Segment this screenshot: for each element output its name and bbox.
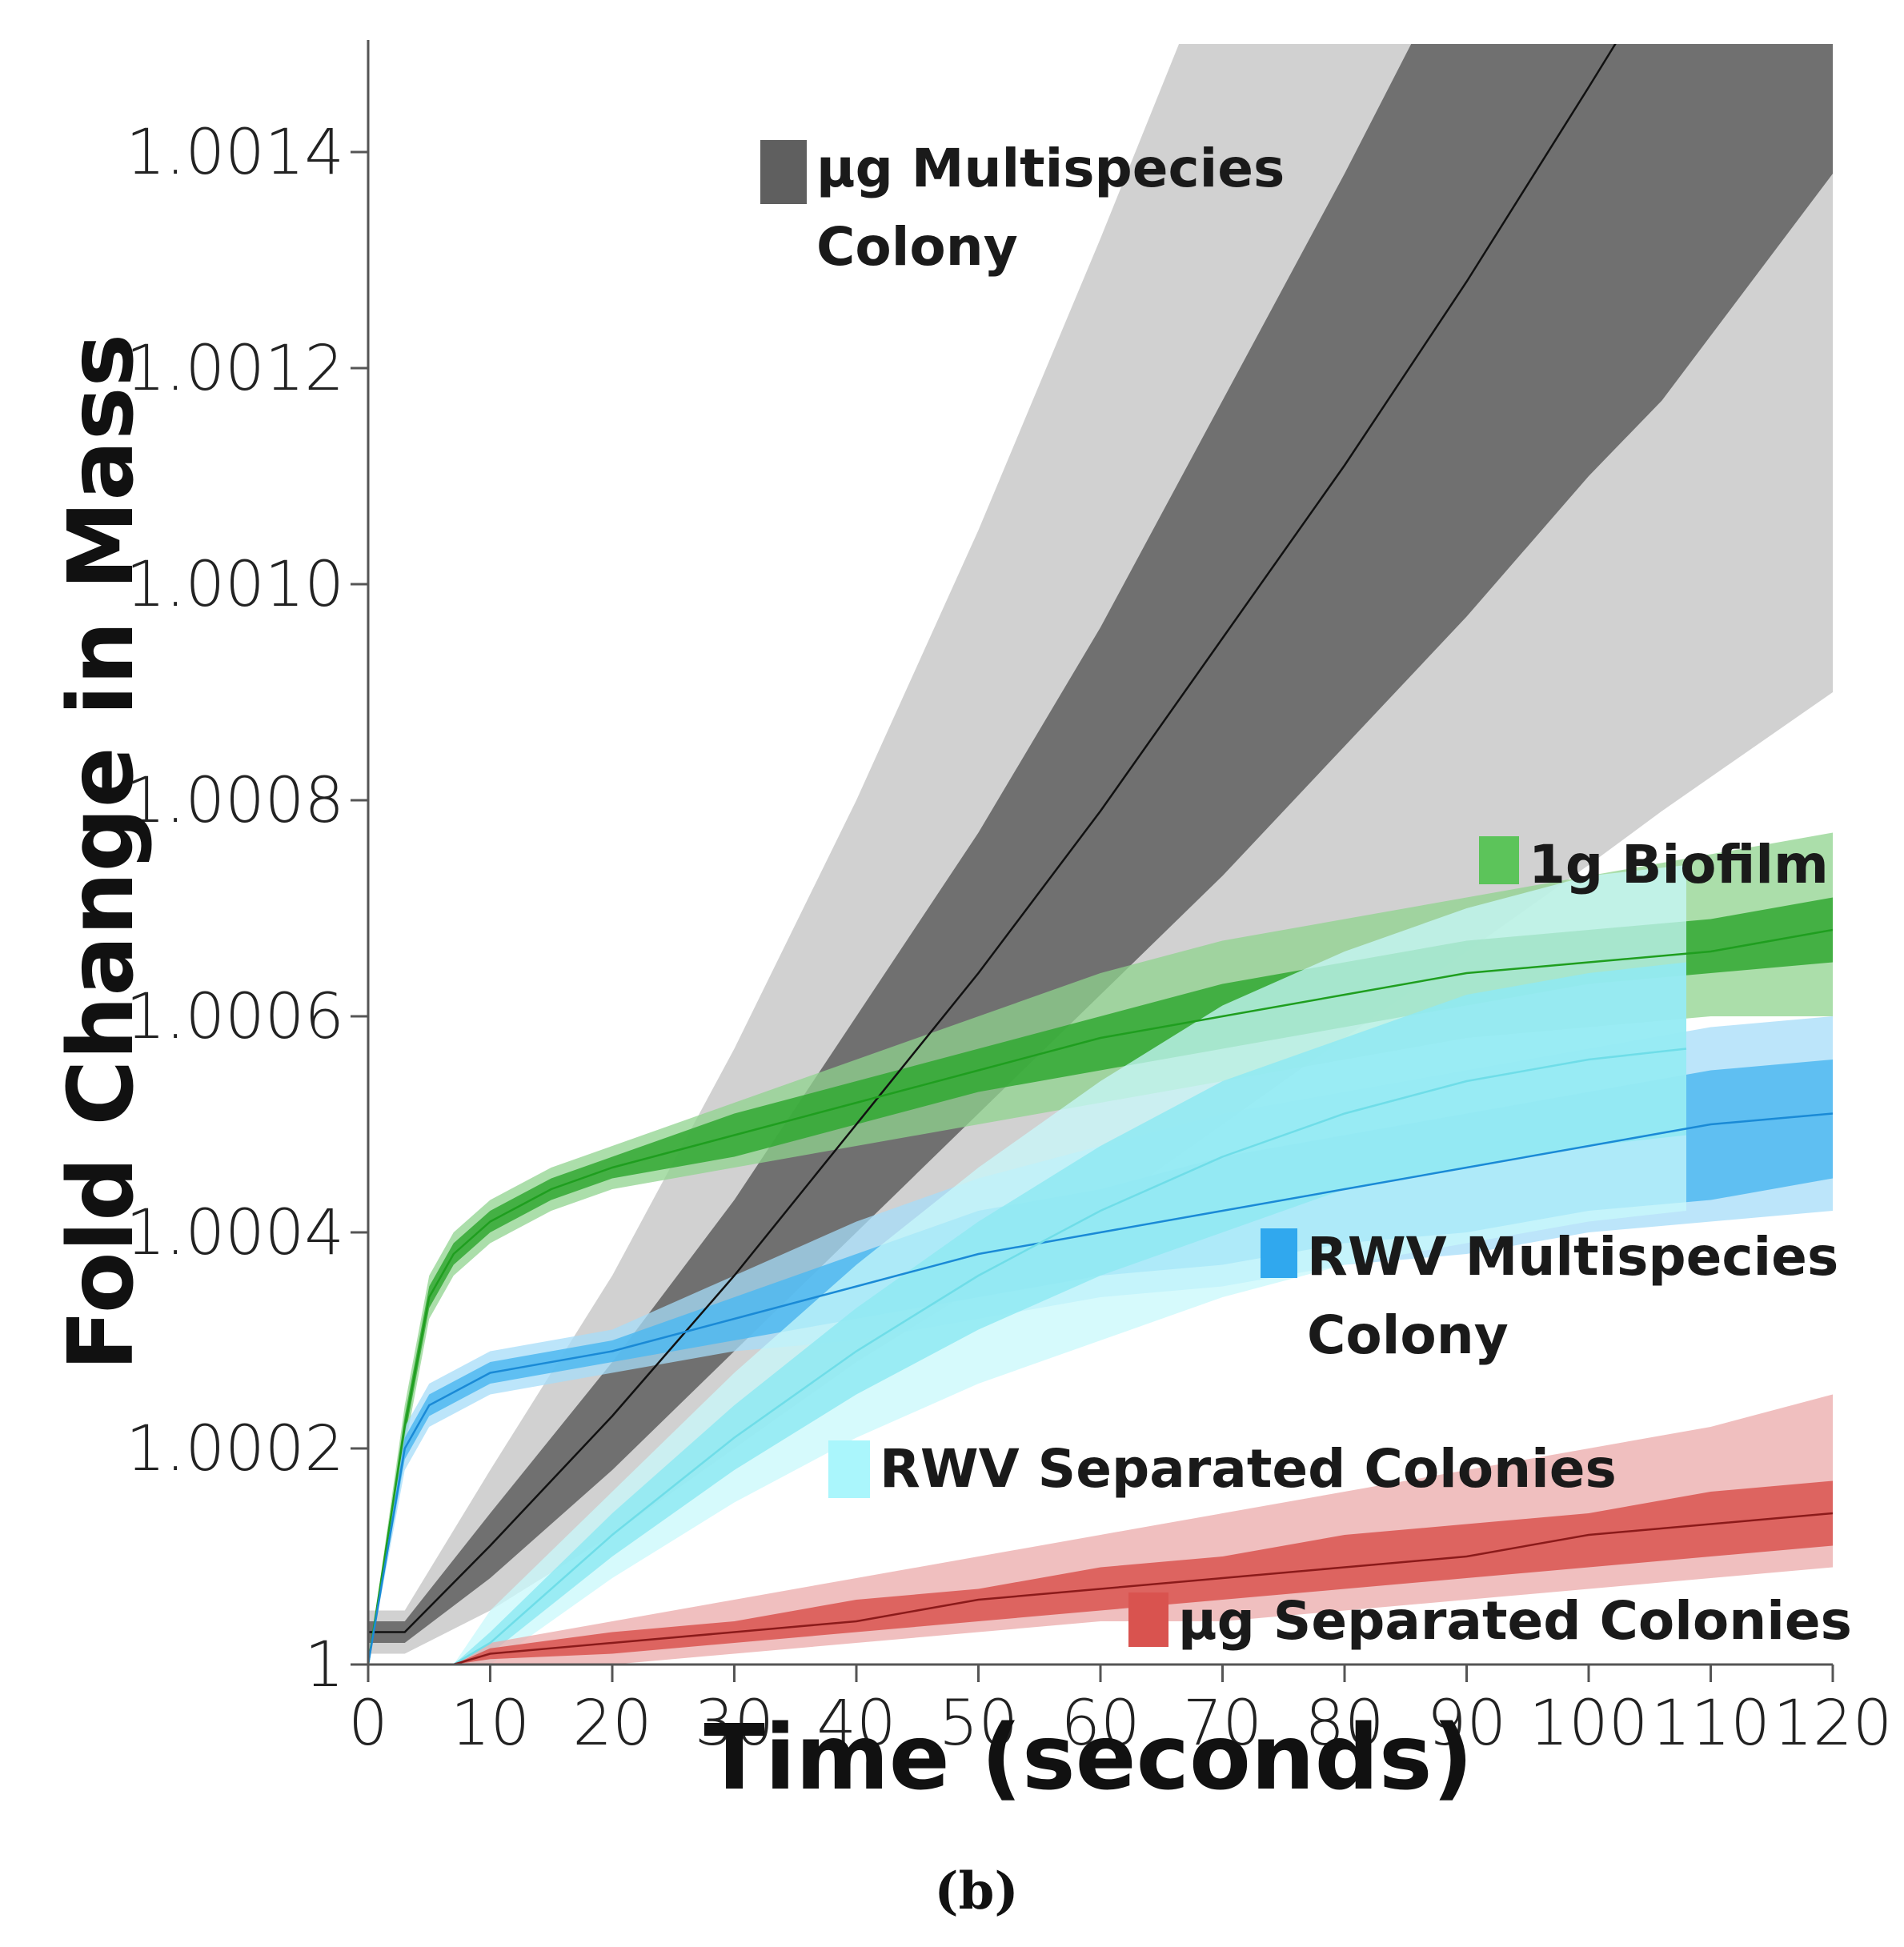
x-tick-label: 100: [1529, 1688, 1649, 1760]
rwv-separated-colonies-legend-label: RWV Separated Colonies: [880, 1438, 1617, 1500]
rwv-multispecies-colony-mean-line: [368, 1112, 1833, 1665]
rwv-separated-colonies-inner-band: [368, 962, 1686, 1665]
mug-separated-colonies-legend-label: μg Separated Colonies: [1178, 1590, 1852, 1652]
y-tick-label: 1.0008: [126, 765, 344, 837]
rwv-multispecies-colony-legend-swatch: [1261, 1228, 1297, 1278]
y-tick-label: 1.0010: [126, 549, 344, 621]
x-tick-label: 60: [1060, 1688, 1140, 1760]
mug-multispecies-colony-legend-label: μg Multispecies: [816, 138, 1285, 199]
y-tick-label: 1.0012: [126, 333, 344, 405]
x-tick-label: 10: [451, 1688, 530, 1760]
y-tick-label: 1.0004: [126, 1197, 344, 1269]
mug-multispecies-colony-inner-band: [368, 44, 1833, 1643]
rwv-separated-colonies-mean-line: [368, 1048, 1687, 1665]
x-tick-label: 80: [1305, 1688, 1384, 1760]
legend: μg Multispecies Colony 1g Biofilm RWV Multi…: [760, 138, 1852, 1652]
mug-multispecies-colony-legend-label: Colony: [816, 216, 1018, 278]
x-axis-title: Time (seconds): [703, 1706, 1473, 1810]
rwv-multispecies-colony-legend-label: Colony: [1307, 1304, 1509, 1366]
x-tick-label: 120: [1774, 1688, 1893, 1760]
x-tick-label: 0: [348, 1688, 388, 1760]
rwv-separated-colonies-legend-swatch: [828, 1440, 870, 1498]
x-tick-label: 90: [1427, 1688, 1506, 1760]
figure-caption: (b): [934, 1861, 1018, 1921]
mug-separated-colonies-mean-line: [368, 1512, 1833, 1665]
mug-separated-colonies-outer-band: [368, 1394, 1833, 1665]
x-tick-label: 70: [1183, 1688, 1262, 1760]
x-tick-label: 110: [1651, 1688, 1770, 1760]
rwv-multispecies-colony-legend-label: RWV Multispecies: [1307, 1226, 1838, 1288]
y-tick-label: 1: [304, 1629, 344, 1701]
y-tick-label: 1.0006: [126, 981, 344, 1053]
axes: 1 1.0002 1.0004 1.0006 1.0008 1.0010 1.0012 1.0…: [126, 40, 1892, 1760]
series-lines: [368, 44, 1833, 1665]
x-tick-label: 20: [572, 1688, 651, 1760]
mug-separated-colonies-legend-swatch: [1128, 1592, 1168, 1647]
1g-biofilm-mean-line: [368, 928, 1833, 1665]
x-tick-label: 50: [939, 1688, 1018, 1760]
y-tick-label: 1.0002: [126, 1413, 344, 1485]
series-bands: [368, 44, 1833, 1665]
mug-separated-colonies-inner-band: [368, 1480, 1833, 1665]
1g-biofilm-legend-label: 1g Biofilm: [1529, 834, 1829, 895]
mug-multispecies-colony-legend-swatch: [760, 140, 807, 204]
y-axis-title: Fold Change in Mass: [50, 334, 154, 1371]
mug-multispecies-colony-mean-line: [368, 44, 1617, 1633]
x-tick-label: 40: [816, 1688, 896, 1760]
1g-biofilm-legend-swatch: [1479, 836, 1519, 884]
x-tick-label: 30: [695, 1688, 774, 1760]
y-tick-label: 1.0014: [126, 117, 344, 189]
